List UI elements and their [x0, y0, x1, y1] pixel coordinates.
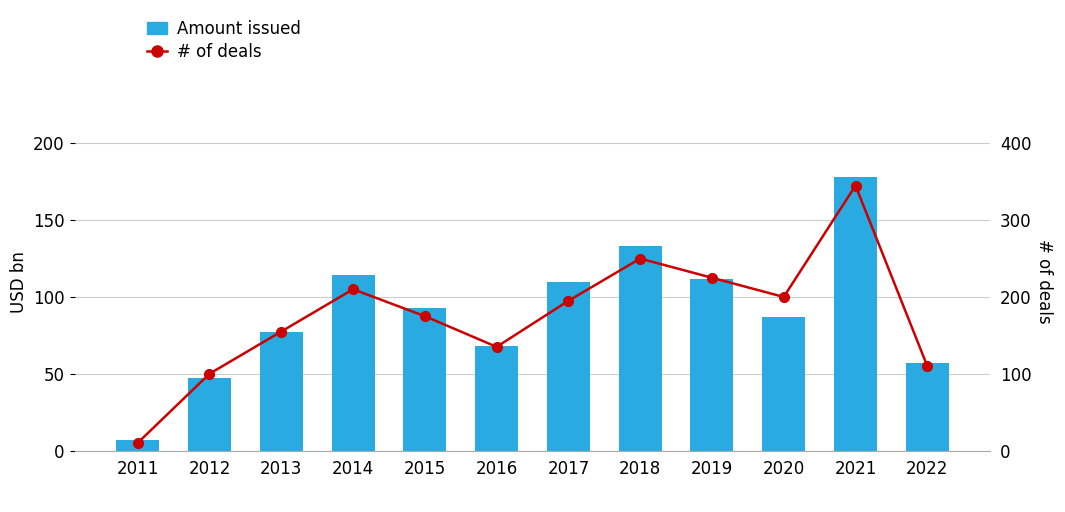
Bar — [763, 317, 805, 451]
Bar — [116, 440, 160, 451]
Bar — [260, 332, 302, 451]
Bar — [905, 363, 949, 451]
Bar — [546, 282, 590, 451]
Bar — [404, 308, 446, 451]
Bar — [187, 378, 231, 451]
Y-axis label: USD bn: USD bn — [10, 251, 28, 312]
Y-axis label: # of deals: # of deals — [1034, 239, 1052, 324]
Bar — [331, 275, 375, 451]
Bar — [690, 279, 734, 451]
Bar — [475, 346, 519, 451]
Bar — [834, 177, 878, 451]
Bar — [619, 246, 661, 451]
Legend: Amount issued, # of deals: Amount issued, # of deals — [147, 19, 301, 60]
